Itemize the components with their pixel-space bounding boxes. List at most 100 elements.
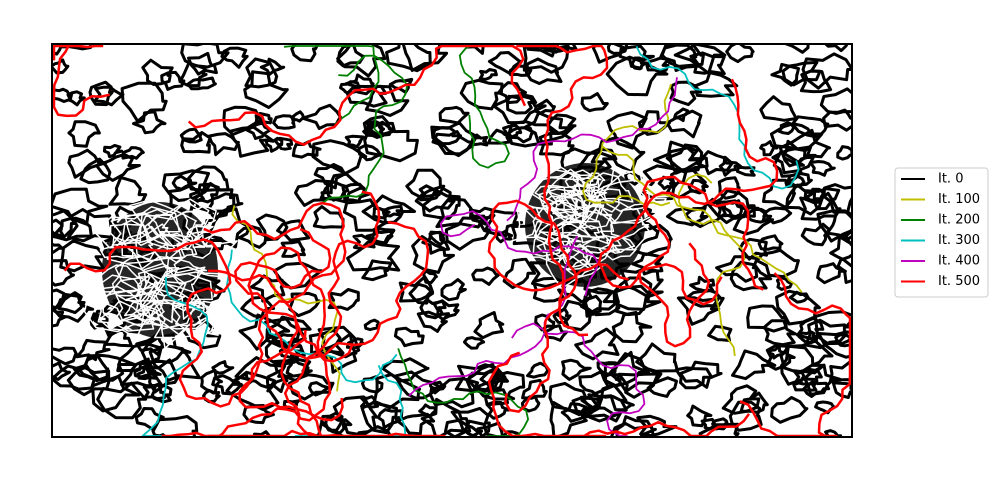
contour <box>823 44 849 53</box>
contour <box>809 160 836 177</box>
contour <box>123 298 151 319</box>
contour <box>132 110 167 135</box>
contour <box>142 382 166 401</box>
contour <box>364 84 410 117</box>
contour <box>373 373 422 410</box>
contour <box>408 235 579 397</box>
contour <box>96 381 148 420</box>
contour <box>689 51 726 76</box>
contour <box>631 252 664 276</box>
contour <box>802 380 831 398</box>
contour <box>797 330 819 345</box>
contour <box>611 311 653 344</box>
contour <box>135 265 187 297</box>
contour <box>102 143 124 159</box>
contour <box>313 163 347 190</box>
contour <box>801 52 852 90</box>
contour <box>678 173 746 357</box>
contour <box>362 115 396 137</box>
contour <box>603 350 651 388</box>
contour <box>521 378 548 400</box>
contour <box>186 76 217 91</box>
contour <box>464 44 488 55</box>
contour <box>502 257 537 290</box>
contour <box>781 139 817 168</box>
contour <box>767 344 787 360</box>
contour <box>172 303 205 327</box>
contour <box>470 133 489 147</box>
contour <box>580 92 609 113</box>
contour <box>759 95 798 122</box>
contour <box>757 234 784 251</box>
contour <box>770 396 809 424</box>
contour <box>418 184 441 202</box>
contour <box>220 46 249 69</box>
contour <box>57 291 86 315</box>
contour <box>780 344 826 386</box>
contour <box>487 51 523 75</box>
contour <box>549 401 588 437</box>
contour <box>506 93 538 115</box>
contour <box>135 332 167 356</box>
contour <box>52 58 70 75</box>
contour <box>526 44 561 58</box>
contour <box>178 61 208 88</box>
contour <box>234 220 430 360</box>
contour <box>560 189 601 218</box>
contour <box>799 191 842 221</box>
contour <box>721 384 761 415</box>
contour <box>746 304 788 333</box>
contour <box>791 115 830 139</box>
contour <box>244 57 279 89</box>
contour <box>825 209 852 240</box>
contour <box>98 264 151 294</box>
contour <box>207 132 240 157</box>
contour <box>487 199 629 413</box>
contour <box>109 219 142 244</box>
contour <box>674 366 714 390</box>
contour <box>324 415 353 435</box>
contour <box>769 122 824 153</box>
contour <box>179 127 203 144</box>
contour <box>494 229 514 244</box>
contour <box>189 182 220 204</box>
contour <box>128 199 198 241</box>
plot-frame <box>51 43 853 438</box>
contour <box>124 208 173 247</box>
contour <box>617 372 663 399</box>
contour <box>393 326 425 348</box>
contour <box>153 300 226 339</box>
contour <box>231 205 341 392</box>
contour <box>288 291 321 318</box>
contour <box>180 44 230 69</box>
contour <box>763 319 797 347</box>
contour <box>759 140 779 157</box>
contour <box>717 176 741 200</box>
contour <box>202 389 221 404</box>
contour <box>506 77 678 222</box>
contour <box>612 276 664 311</box>
contour <box>381 357 430 383</box>
contour <box>114 251 180 291</box>
contour <box>67 120 101 148</box>
contour <box>497 81 527 105</box>
contour <box>450 406 491 437</box>
contour <box>160 70 186 91</box>
contour <box>67 148 108 179</box>
contour <box>161 169 210 202</box>
contour <box>572 169 602 188</box>
contour <box>775 275 793 291</box>
contour <box>211 360 235 375</box>
contour <box>819 87 852 115</box>
contour <box>327 288 360 311</box>
contour <box>659 44 702 72</box>
contour <box>238 313 291 351</box>
contour <box>564 208 654 260</box>
contour <box>471 266 501 286</box>
contour <box>52 216 93 242</box>
contour <box>150 383 173 404</box>
contour <box>186 165 230 192</box>
contour <box>428 380 447 395</box>
contour <box>52 44 110 118</box>
contour <box>359 395 379 409</box>
